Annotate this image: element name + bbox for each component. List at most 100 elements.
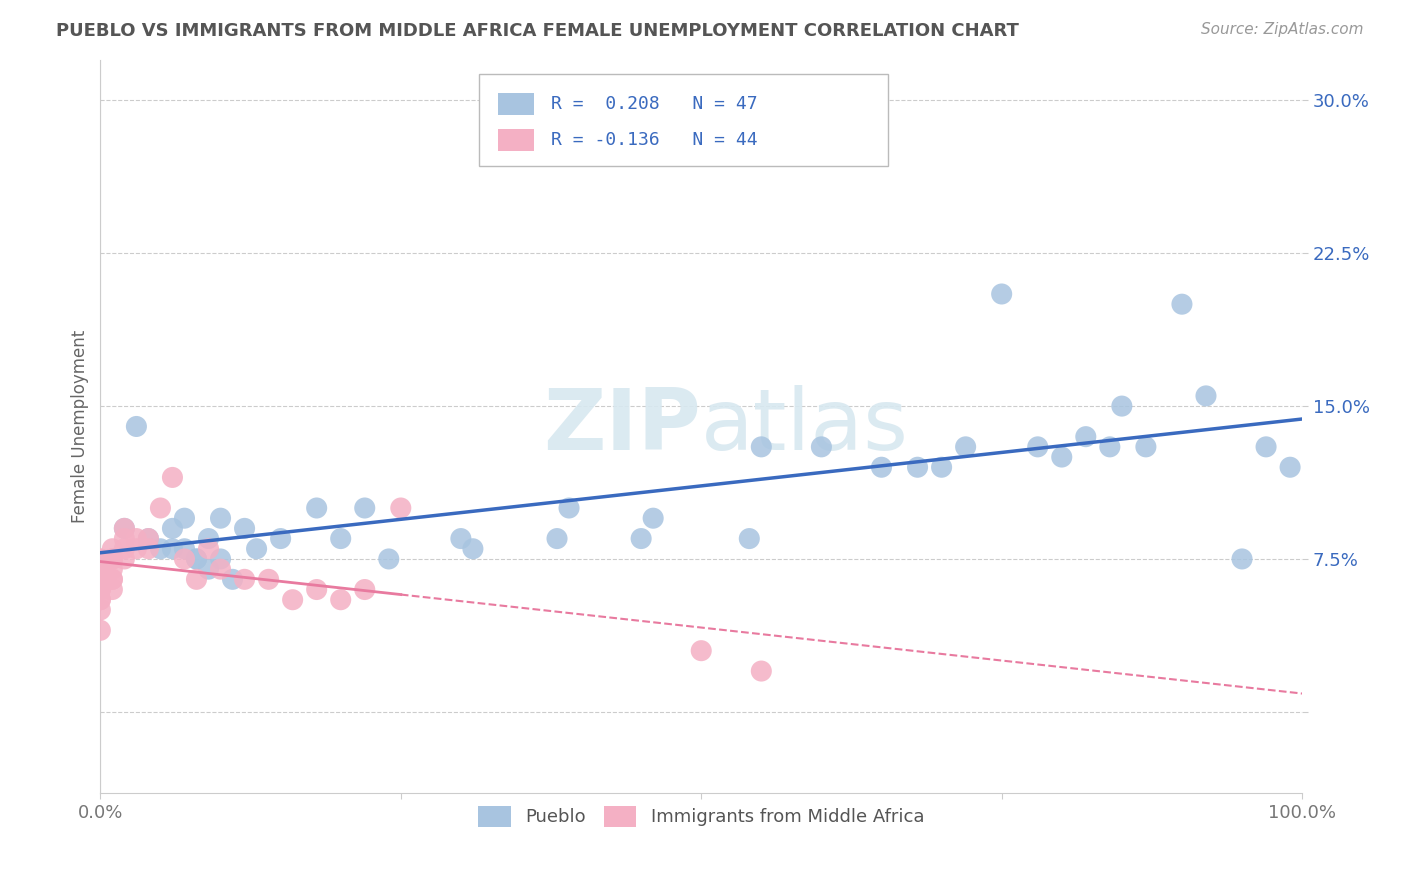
Point: [450, 532, 472, 546]
Point: [101, 552, 124, 566]
Point: [89, 572, 111, 586]
Point: [89, 552, 111, 566]
Point: [329, 532, 352, 546]
Y-axis label: Female Unemployment: Female Unemployment: [72, 330, 89, 523]
Point: [112, 552, 135, 566]
Point: [173, 552, 195, 566]
Point: [197, 562, 219, 576]
Point: [101, 562, 124, 576]
Point: [1195, 389, 1218, 403]
Text: PUEBLO VS IMMIGRANTS FROM MIDDLE AFRICA FEMALE UNEMPLOYMENT CORRELATION CHART: PUEBLO VS IMMIGRANTS FROM MIDDLE AFRICA …: [56, 22, 1019, 40]
Point: [305, 582, 328, 597]
Point: [197, 541, 219, 556]
Point: [353, 582, 375, 597]
Point: [101, 541, 124, 556]
Point: [233, 521, 256, 535]
FancyBboxPatch shape: [498, 129, 534, 152]
Point: [1135, 440, 1157, 454]
Point: [173, 511, 195, 525]
Text: ZIP: ZIP: [544, 385, 702, 468]
Point: [112, 521, 135, 535]
Point: [546, 532, 568, 546]
FancyBboxPatch shape: [498, 93, 534, 115]
Point: [162, 541, 184, 556]
Point: [89, 592, 111, 607]
Point: [186, 552, 208, 566]
Point: [186, 572, 208, 586]
Point: [209, 511, 232, 525]
Point: [101, 552, 124, 566]
Point: [89, 592, 111, 607]
Point: [186, 552, 208, 566]
Point: [281, 592, 304, 607]
Point: [810, 440, 832, 454]
Point: [907, 460, 929, 475]
Point: [221, 572, 243, 586]
Point: [558, 501, 581, 516]
Point: [101, 572, 124, 586]
Point: [245, 541, 267, 556]
Point: [101, 572, 124, 586]
Point: [209, 562, 232, 576]
Point: [89, 562, 111, 576]
Point: [329, 592, 352, 607]
Point: [209, 552, 232, 566]
Point: [305, 501, 328, 516]
Point: [1171, 297, 1194, 311]
Point: [112, 541, 135, 556]
Point: [125, 419, 148, 434]
Point: [138, 541, 160, 556]
Point: [1279, 460, 1302, 475]
Point: [1050, 450, 1073, 464]
Point: [738, 532, 761, 546]
Point: [149, 541, 172, 556]
Text: R =  0.208   N = 47: R = 0.208 N = 47: [551, 95, 758, 112]
Point: [89, 582, 111, 597]
Point: [89, 552, 111, 566]
Point: [690, 643, 713, 657]
Point: [89, 572, 111, 586]
Point: [1111, 399, 1133, 413]
Point: [1254, 440, 1277, 454]
Point: [112, 521, 135, 535]
Point: [162, 470, 184, 484]
Text: Source: ZipAtlas.com: Source: ZipAtlas.com: [1201, 22, 1364, 37]
FancyBboxPatch shape: [479, 74, 887, 166]
Point: [89, 572, 111, 586]
Text: atlas: atlas: [702, 385, 910, 468]
Point: [125, 532, 148, 546]
Point: [630, 532, 652, 546]
Point: [138, 532, 160, 546]
Point: [378, 552, 401, 566]
Point: [89, 624, 111, 638]
Point: [1026, 440, 1049, 454]
Point: [138, 532, 160, 546]
Point: [89, 562, 111, 576]
Point: [990, 287, 1012, 301]
Point: [1098, 440, 1121, 454]
Point: [353, 501, 375, 516]
Point: [257, 572, 280, 586]
Point: [101, 552, 124, 566]
Point: [461, 541, 484, 556]
Point: [162, 521, 184, 535]
Point: [870, 460, 893, 475]
Point: [173, 541, 195, 556]
Point: [955, 440, 977, 454]
Point: [197, 532, 219, 546]
Point: [931, 460, 953, 475]
Point: [101, 582, 124, 597]
Point: [89, 582, 111, 597]
Point: [1230, 552, 1253, 566]
Point: [149, 501, 172, 516]
Point: [749, 664, 772, 678]
Point: [125, 541, 148, 556]
Point: [270, 532, 292, 546]
Point: [389, 501, 412, 516]
Point: [89, 603, 111, 617]
Point: [1074, 430, 1097, 444]
Point: [643, 511, 665, 525]
Point: [112, 532, 135, 546]
Point: [233, 572, 256, 586]
Legend: Pueblo, Immigrants from Middle Africa: Pueblo, Immigrants from Middle Africa: [470, 797, 934, 836]
